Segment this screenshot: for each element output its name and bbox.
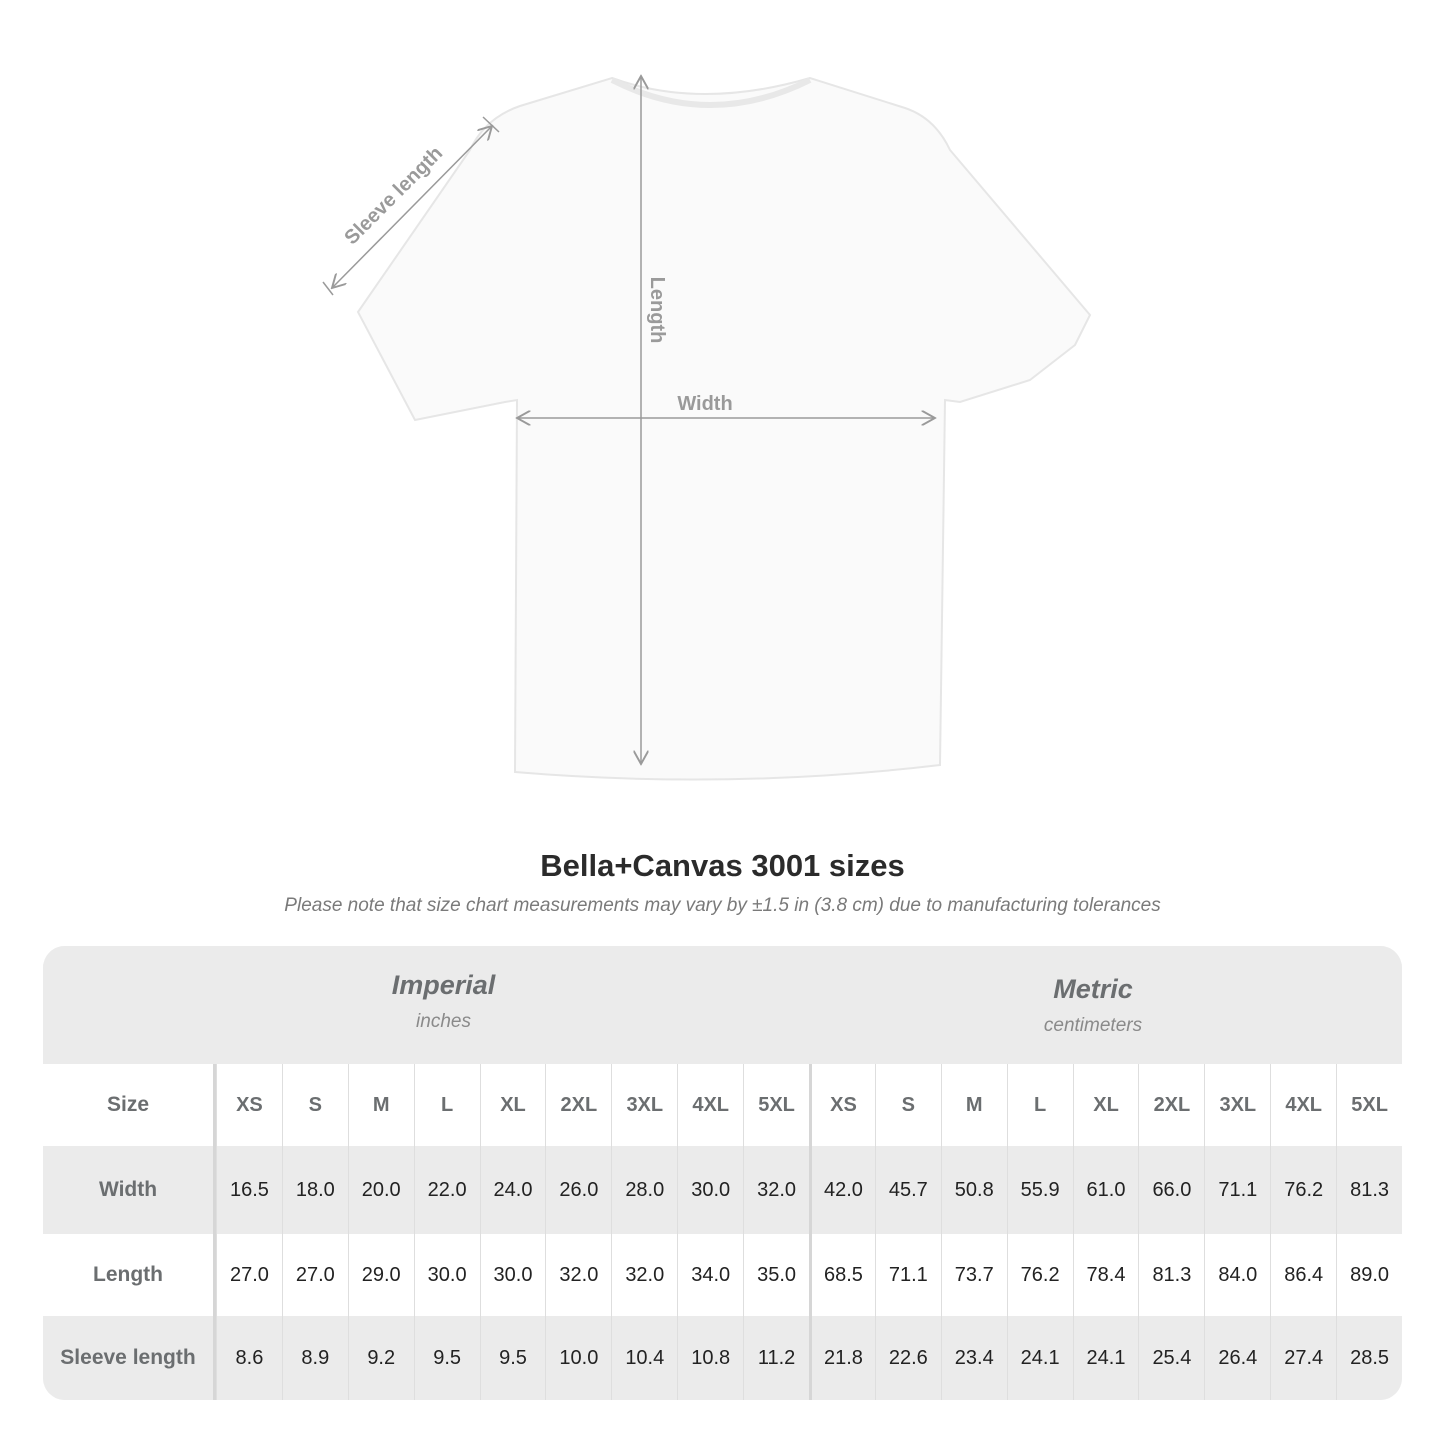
imperial-value-cell: 35.0 bbox=[743, 1234, 809, 1316]
imperial-value-cell: 32.0 bbox=[611, 1234, 677, 1316]
imperial-value-cell: 9.5 bbox=[413, 1316, 480, 1400]
metric-value-cell: 55.9 bbox=[1006, 1146, 1073, 1234]
imperial-unit: inches bbox=[416, 1011, 471, 1032]
tshirt-shape bbox=[356, 76, 1092, 781]
imperial-value-cell: 10.8 bbox=[677, 1316, 743, 1400]
width-label: Width bbox=[677, 393, 732, 415]
metric-size-S: S bbox=[874, 1064, 941, 1146]
metric-value-cell: 22.6 bbox=[874, 1316, 941, 1400]
metric-value-cell: 86.4 bbox=[1270, 1234, 1336, 1316]
imperial-value-cell: 30.0 bbox=[413, 1234, 480, 1316]
metric-value-cell: 25.4 bbox=[1138, 1316, 1204, 1400]
imperial-value-cell: 8.9 bbox=[281, 1316, 348, 1400]
imperial-size-M: M bbox=[347, 1064, 414, 1146]
tshirt-diagram: Sleeve length Length Width bbox=[322, 0, 1092, 781]
imperial-value-cell: 22.0 bbox=[413, 1146, 480, 1234]
imperial-size-XS: XS bbox=[216, 1064, 282, 1146]
imperial-header: Imperial inches bbox=[216, 970, 671, 1033]
metric-value-cell: 73.7 bbox=[940, 1234, 1007, 1316]
metric-value-cell: 84.0 bbox=[1204, 1234, 1270, 1316]
table-row-sleeve-length: Sleeve length 8.6 8.9 9.2 9.5 9.5 10.0 10.4 10.8… bbox=[43, 1316, 1402, 1400]
metric-value-cell: 78.4 bbox=[1072, 1234, 1139, 1316]
size-grid: Size XS S M L XL 2XL 3XL 4XL 5XL XS S M L XL 2XL 3XL 4XL 5… bbox=[43, 1064, 1402, 1400]
metric-unit: centimeters bbox=[1043, 1015, 1143, 1036]
metric-size-4XL: 4XL bbox=[1270, 1064, 1336, 1146]
imperial-size-3XL: 3XL bbox=[611, 1064, 677, 1146]
row-label: Sleeve length bbox=[43, 1316, 216, 1400]
imperial-value-cell: 30.0 bbox=[677, 1146, 743, 1234]
imperial-value-cell: 10.4 bbox=[611, 1316, 677, 1400]
imperial-value-cell: 32.0 bbox=[743, 1146, 809, 1234]
imperial-title: Imperial bbox=[391, 970, 496, 1000]
metric-value-cell: 27.4 bbox=[1270, 1316, 1336, 1400]
imperial-value-cell: 11.2 bbox=[743, 1316, 809, 1400]
imperial-value-cell: 28.0 bbox=[611, 1146, 677, 1234]
metric-size-XL: XL bbox=[1072, 1064, 1139, 1146]
metric-size-M: M bbox=[940, 1064, 1007, 1146]
imperial-value-cell: 18.0 bbox=[281, 1146, 348, 1234]
imperial-value-cell: 24.0 bbox=[479, 1146, 546, 1234]
page-title: Bella+Canvas 3001 sizes bbox=[540, 848, 905, 883]
table-row-length: Length 27.0 27.0 29.0 30.0 30.0 32.0 32.0 34.0 35… bbox=[43, 1234, 1402, 1316]
metric-value-cell: 50.8 bbox=[940, 1146, 1007, 1234]
table-row-width: Width 16.5 18.0 20.0 22.0 24.0 26.0 28.0 30.0 32.… bbox=[43, 1146, 1402, 1234]
imperial-value-cell: 34.0 bbox=[677, 1234, 743, 1316]
metric-value-cell: 76.2 bbox=[1006, 1234, 1073, 1316]
metric-value-cell: 76.2 bbox=[1270, 1146, 1336, 1234]
row-label: Width bbox=[43, 1146, 216, 1234]
imperial-value-cell: 9.2 bbox=[347, 1316, 414, 1400]
size-header-row: Size XS S M L XL 2XL 3XL 4XL 5XL XS S M L XL 2XL 3XL 4XL 5… bbox=[43, 1064, 1402, 1146]
imperial-value-cell: 10.0 bbox=[545, 1316, 611, 1400]
size-table: Imperial inches Metric centimeters Size X… bbox=[43, 946, 1402, 1400]
sleeve-measure-line bbox=[332, 126, 492, 288]
imperial-value-cell: 32.0 bbox=[545, 1234, 611, 1316]
metric-value-cell: 23.4 bbox=[940, 1316, 1007, 1400]
imperial-size-S: S bbox=[281, 1064, 348, 1146]
metric-value-cell: 28.5 bbox=[1336, 1316, 1402, 1400]
metric-value-cell: 81.3 bbox=[1336, 1146, 1402, 1234]
imperial-size-4XL: 4XL bbox=[677, 1064, 743, 1146]
metric-value-cell: 68.5 bbox=[809, 1234, 875, 1316]
metric-value-cell: 71.1 bbox=[874, 1234, 941, 1316]
metric-header: Metric centimeters bbox=[808, 974, 1378, 1037]
metric-size-XS: XS bbox=[809, 1064, 875, 1146]
metric-value-cell: 45.7 bbox=[874, 1146, 941, 1234]
metric-value-cell: 24.1 bbox=[1006, 1316, 1073, 1400]
metric-value-cell: 42.0 bbox=[809, 1146, 875, 1234]
imperial-size-XL: XL bbox=[479, 1064, 546, 1146]
imperial-size-L: L bbox=[413, 1064, 480, 1146]
imperial-value-cell: 26.0 bbox=[545, 1146, 611, 1234]
imperial-value-cell: 30.0 bbox=[479, 1234, 546, 1316]
metric-size-L: L bbox=[1006, 1064, 1073, 1146]
page-subtitle: Please note that size chart measurements… bbox=[284, 895, 1161, 916]
metric-value-cell: 61.0 bbox=[1072, 1146, 1139, 1234]
imperial-value-cell: 16.5 bbox=[216, 1146, 282, 1234]
imperial-value-cell: 8.6 bbox=[216, 1316, 282, 1400]
metric-value-cell: 26.4 bbox=[1204, 1316, 1270, 1400]
imperial-size-2XL: 2XL bbox=[545, 1064, 611, 1146]
size-label: Size bbox=[43, 1064, 216, 1146]
imperial-size-5XL: 5XL bbox=[743, 1064, 809, 1146]
metric-size-3XL: 3XL bbox=[1204, 1064, 1270, 1146]
unit-header-band bbox=[43, 946, 1402, 1064]
imperial-value-cell: 27.0 bbox=[281, 1234, 348, 1316]
imperial-value-cell: 27.0 bbox=[216, 1234, 282, 1316]
metric-value-cell: 24.1 bbox=[1072, 1316, 1139, 1400]
metric-size-5XL: 5XL bbox=[1336, 1064, 1402, 1146]
length-label: Length bbox=[646, 277, 668, 344]
metric-title: Metric bbox=[1053, 974, 1133, 1004]
imperial-value-cell: 9.5 bbox=[479, 1316, 546, 1400]
imperial-value-cell: 20.0 bbox=[347, 1146, 414, 1234]
metric-value-cell: 66.0 bbox=[1138, 1146, 1204, 1234]
metric-value-cell: 89.0 bbox=[1336, 1234, 1402, 1316]
metric-value-cell: 81.3 bbox=[1138, 1234, 1204, 1316]
metric-value-cell: 71.1 bbox=[1204, 1146, 1270, 1234]
row-label: Length bbox=[43, 1234, 216, 1316]
metric-size-2XL: 2XL bbox=[1138, 1064, 1204, 1146]
metric-value-cell: 21.8 bbox=[809, 1316, 875, 1400]
imperial-value-cell: 29.0 bbox=[347, 1234, 414, 1316]
